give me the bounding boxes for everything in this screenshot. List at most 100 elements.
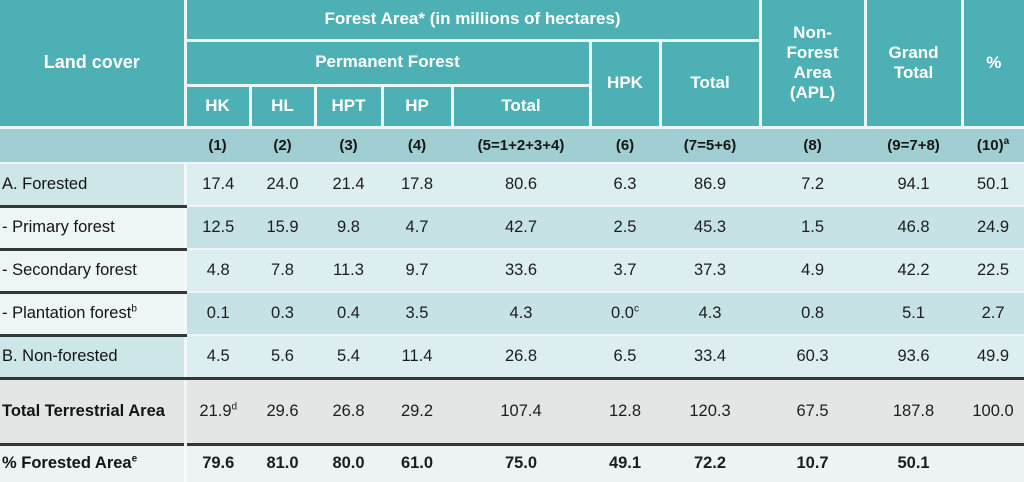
value-cell: 21.9d bbox=[183, 376, 250, 444]
row-label: Total Terrestrial Area bbox=[0, 376, 187, 444]
value-cell: 24.9 bbox=[962, 206, 1024, 250]
row-label: - Plantation forestb bbox=[0, 292, 187, 337]
value-cell: 12.5 bbox=[183, 206, 250, 250]
value-cell: 7.2 bbox=[760, 163, 866, 207]
value-cell: 1.5 bbox=[760, 206, 866, 250]
value-cell: 7.8 bbox=[250, 249, 315, 293]
value-cell: 107.4 bbox=[452, 376, 590, 444]
value-cell: 0.8 bbox=[760, 292, 866, 336]
colnum-5: (5=1+2+3+4) bbox=[452, 127, 590, 164]
value-cell: 3.7 bbox=[590, 249, 660, 293]
value-cell: 0.3 bbox=[250, 292, 315, 336]
value-cell: 80.6 bbox=[452, 163, 590, 207]
hp-header: HP bbox=[382, 85, 454, 129]
value-cell: 9.8 bbox=[315, 206, 382, 250]
value-cell: 37.3 bbox=[660, 249, 761, 293]
value-cell: 15.9 bbox=[250, 206, 315, 250]
value-cell: 4.7 bbox=[382, 206, 452, 250]
hpk-header: HPK bbox=[590, 40, 662, 129]
value-cell: 9.7 bbox=[382, 249, 452, 293]
value-cell: 86.9 bbox=[660, 163, 761, 207]
footnote-c-marker: c bbox=[633, 303, 639, 315]
value-cell: 81.0 bbox=[250, 442, 315, 482]
value-cell: 42.7 bbox=[452, 206, 590, 250]
row-label: % Forested Areae bbox=[0, 442, 187, 482]
value-cell: 6.5 bbox=[590, 335, 660, 379]
colnum-10-text: (10) bbox=[976, 136, 1004, 154]
hk-header: HK bbox=[185, 85, 252, 129]
value-cell: 4.3 bbox=[452, 292, 590, 336]
row-label-text: % Forested Area bbox=[2, 454, 132, 473]
value-cell: 100.0 bbox=[962, 376, 1024, 444]
value-cell: 75.0 bbox=[452, 442, 590, 482]
value-text: 0.0 bbox=[611, 304, 634, 322]
row-label: B. Non-forested bbox=[0, 335, 187, 380]
value-cell: 4.3 bbox=[660, 292, 761, 336]
colnum-4: (4) bbox=[382, 127, 452, 164]
value-cell: 21.4 bbox=[315, 163, 382, 207]
land-cover-header: Land cover bbox=[0, 0, 187, 129]
grand-total-header: Grand Total bbox=[865, 0, 964, 129]
value-cell: 11.4 bbox=[382, 335, 452, 379]
value-cell: 4.5 bbox=[183, 335, 250, 379]
value-text: 21.9 bbox=[199, 401, 232, 420]
value-cell: 49.9 bbox=[962, 335, 1024, 379]
value-cell: 0.1 bbox=[183, 292, 250, 336]
value-cell: 3.5 bbox=[382, 292, 452, 336]
hl-header: HL bbox=[250, 85, 317, 129]
footnote-b-marker: b bbox=[131, 303, 137, 315]
value-cell: 22.5 bbox=[962, 249, 1024, 293]
value-cell: 46.8 bbox=[865, 206, 963, 250]
footnote-e-marker: e bbox=[131, 453, 138, 465]
value-cell: 0.4 bbox=[315, 292, 382, 336]
hpt-header: HPT bbox=[315, 85, 384, 129]
value-cell: 17.4 bbox=[183, 163, 250, 207]
footnote-d-marker: d bbox=[231, 401, 238, 412]
footnote-a-marker: a bbox=[1003, 135, 1010, 147]
value-cell: 94.1 bbox=[865, 163, 963, 207]
value-cell: 2.5 bbox=[590, 206, 660, 250]
total5-header: Total bbox=[452, 85, 592, 129]
row-label: A. Forested bbox=[0, 163, 187, 208]
colnum-empty bbox=[0, 127, 185, 164]
value-cell: 2.7 bbox=[962, 292, 1024, 336]
value-cell: 24.0 bbox=[250, 163, 315, 207]
colnum-2: (2) bbox=[250, 127, 315, 164]
value-cell: 93.6 bbox=[865, 335, 963, 379]
value-cell: 50.1 bbox=[962, 163, 1024, 207]
value-cell: 80.0 bbox=[315, 442, 382, 482]
colnum-3: (3) bbox=[315, 127, 382, 164]
value-cell: 6.3 bbox=[590, 163, 660, 207]
value-cell: 5.6 bbox=[250, 335, 315, 379]
row-label: - Primary forest bbox=[0, 206, 187, 251]
value-cell: 67.5 bbox=[760, 376, 866, 444]
value-cell: 42.2 bbox=[865, 249, 963, 293]
value-cell: 0.0c bbox=[590, 292, 660, 336]
value-cell: 5.4 bbox=[315, 335, 382, 379]
value-cell bbox=[962, 442, 1024, 482]
value-cell: 33.6 bbox=[452, 249, 590, 293]
value-cell: 72.2 bbox=[660, 442, 761, 482]
row-label-text: - Plantation forest bbox=[2, 304, 132, 322]
value-cell: 17.8 bbox=[382, 163, 452, 207]
value-cell: 4.8 bbox=[183, 249, 250, 293]
value-cell: 60.3 bbox=[760, 335, 866, 379]
colnum-1: (1) bbox=[185, 127, 250, 164]
colnum-8: (8) bbox=[760, 127, 866, 164]
total7-header: Total bbox=[660, 40, 762, 129]
percent-header: % bbox=[962, 0, 1024, 129]
colnum-6: (6) bbox=[590, 127, 660, 164]
value-cell: 50.1 bbox=[865, 442, 963, 482]
value-cell: 12.8 bbox=[590, 376, 660, 444]
value-cell: 5.1 bbox=[865, 292, 963, 336]
value-cell: 11.3 bbox=[315, 249, 382, 293]
colnum-9: (9=7+8) bbox=[865, 127, 963, 164]
value-cell: 29.6 bbox=[250, 376, 315, 444]
value-cell: 79.6 bbox=[183, 442, 250, 482]
value-cell: 26.8 bbox=[452, 335, 590, 379]
value-cell: 61.0 bbox=[382, 442, 452, 482]
value-cell: 45.3 bbox=[660, 206, 761, 250]
value-cell: 33.4 bbox=[660, 335, 761, 379]
forest-area-header: Forest Area* (in millions of hectares) bbox=[185, 0, 762, 42]
